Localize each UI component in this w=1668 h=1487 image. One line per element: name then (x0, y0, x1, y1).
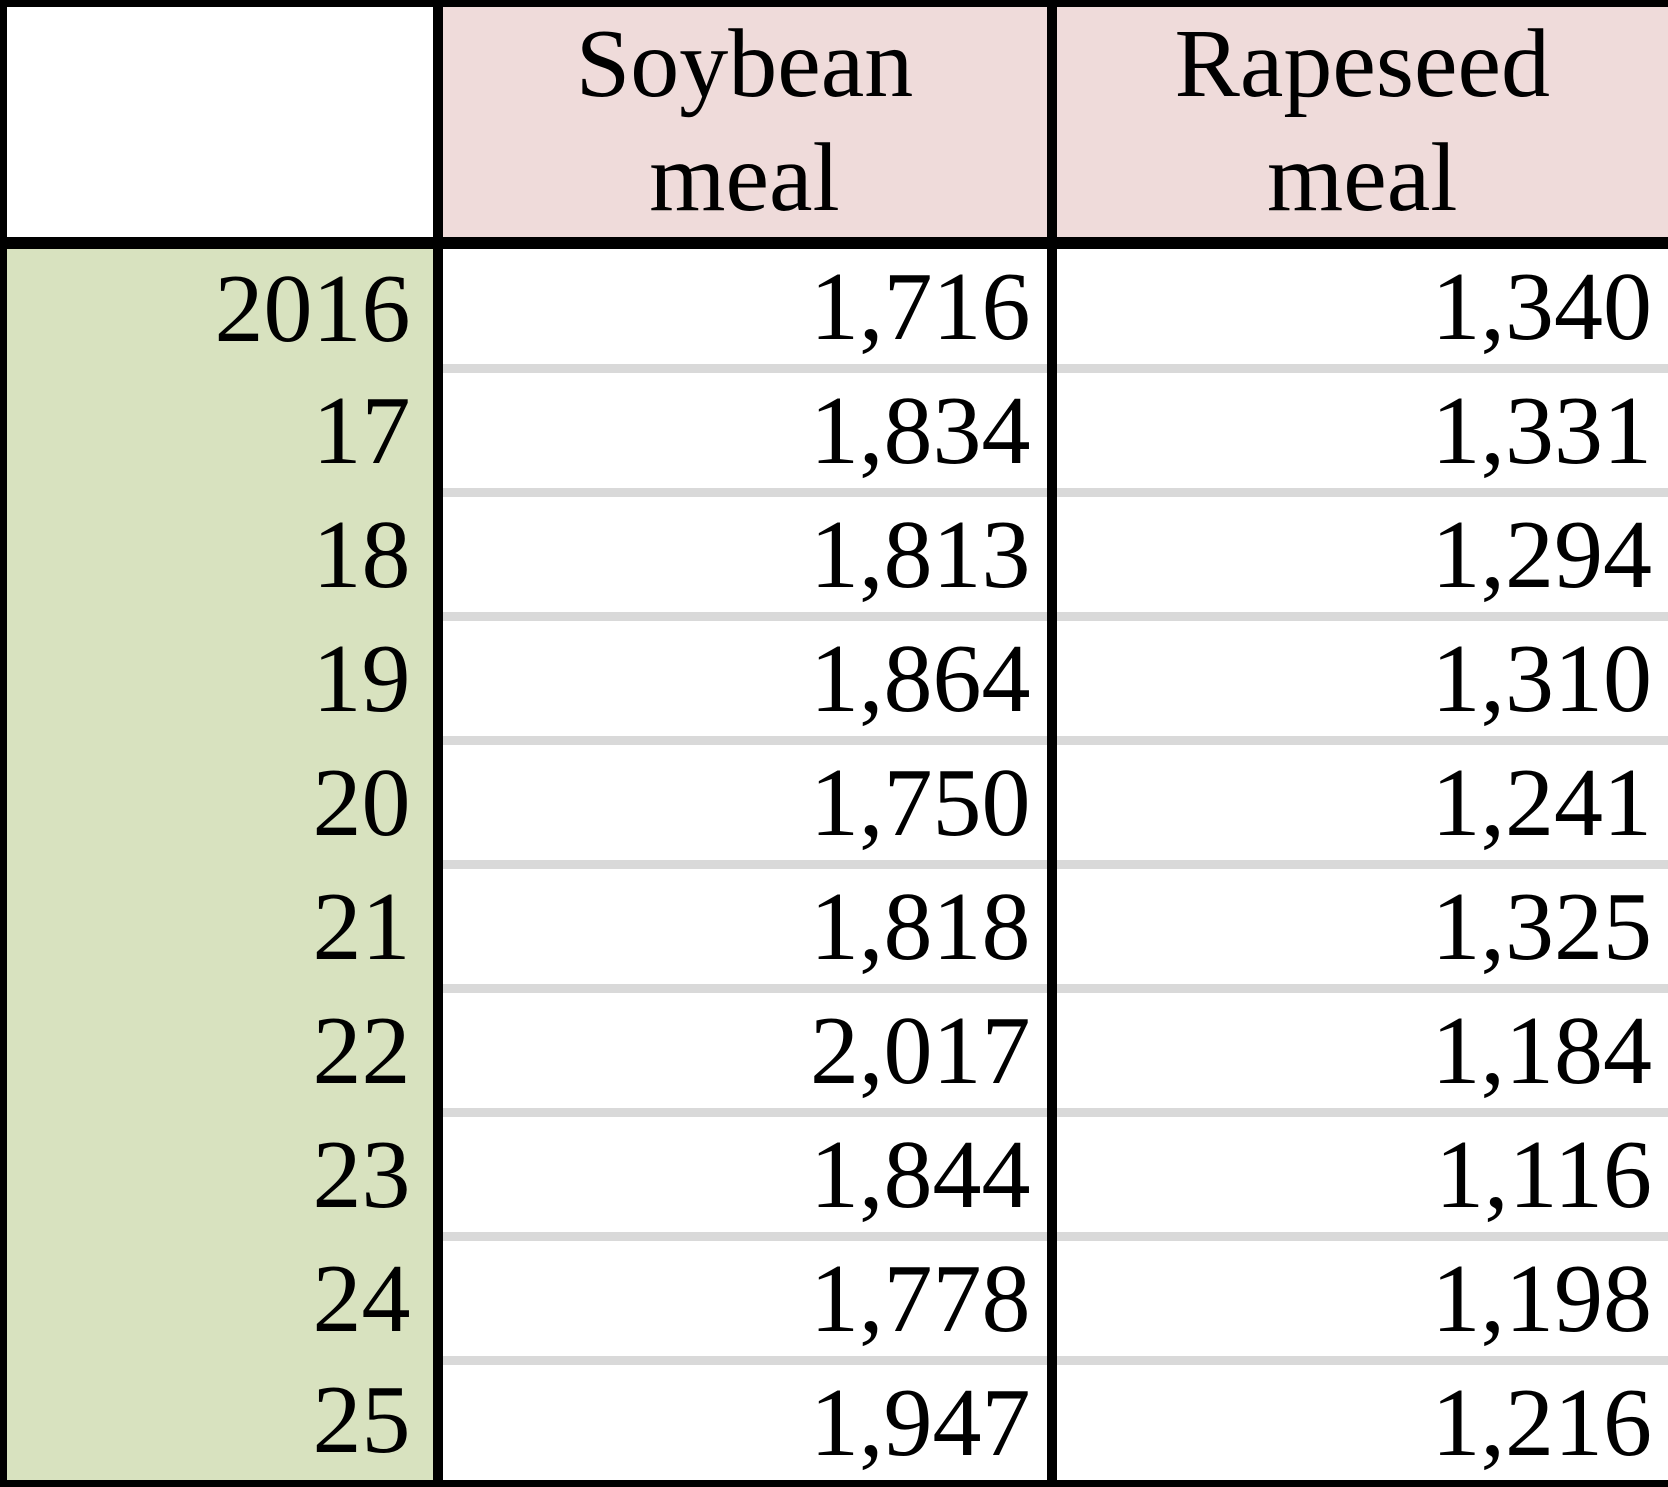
soybean-meal-value: 1,750 (438, 741, 1052, 865)
rapeseed-meal-value: 1,331 (1052, 369, 1668, 493)
table-body: 2016 1,716 1,340 17 1,834 1,331 18 1,813… (4, 243, 1668, 1484)
rapeseed-meal-value: 1,294 (1052, 493, 1668, 617)
rapeseed-meal-value: 1,198 (1052, 1237, 1668, 1361)
soybean-meal-value: 1,947 (438, 1361, 1052, 1484)
soybean-meal-value: 1,818 (438, 865, 1052, 989)
column-header-soybean-meal: Soybean meal (438, 4, 1052, 244)
year-cell: 20 (4, 741, 438, 865)
table-row: 25 1,947 1,216 (4, 1361, 1668, 1484)
table-row: 2016 1,716 1,340 (4, 243, 1668, 369)
rapeseed-meal-value: 1,325 (1052, 865, 1668, 989)
table-row: 24 1,778 1,198 (4, 1237, 1668, 1361)
year-cell: 17 (4, 369, 438, 493)
soybean-meal-value: 1,844 (438, 1113, 1052, 1237)
soybean-meal-value: 1,813 (438, 493, 1052, 617)
table-row: 20 1,750 1,241 (4, 741, 1668, 865)
table-row: 18 1,813 1,294 (4, 493, 1668, 617)
year-cell: 22 (4, 989, 438, 1113)
table-row: 23 1,844 1,116 (4, 1113, 1668, 1237)
soybean-meal-value: 2,017 (438, 989, 1052, 1113)
year-cell: 2016 (4, 243, 438, 369)
soybean-meal-value: 1,778 (438, 1237, 1052, 1361)
table-row: 22 2,017 1,184 (4, 989, 1668, 1113)
soybean-meal-value: 1,864 (438, 617, 1052, 741)
year-cell: 19 (4, 617, 438, 741)
column-header-rapeseed-meal: Rapeseed meal (1052, 4, 1668, 244)
year-cell: 23 (4, 1113, 438, 1237)
year-cell: 21 (4, 865, 438, 989)
table-row: 17 1,834 1,331 (4, 369, 1668, 493)
rapeseed-meal-value: 1,116 (1052, 1113, 1668, 1237)
rapeseed-meal-value: 1,216 (1052, 1361, 1668, 1484)
corner-cell (4, 4, 438, 244)
year-cell: 25 (4, 1361, 438, 1484)
rapeseed-meal-value: 1,340 (1052, 243, 1668, 369)
table-row: 21 1,818 1,325 (4, 865, 1668, 989)
rapeseed-meal-value: 1,184 (1052, 989, 1668, 1113)
year-cell: 18 (4, 493, 438, 617)
table-row: 19 1,864 1,310 (4, 617, 1668, 741)
table-header-row: Soybean meal Rapeseed meal (4, 4, 1668, 244)
soybean-meal-value: 1,834 (438, 369, 1052, 493)
soybean-meal-value: 1,716 (438, 243, 1052, 369)
rapeseed-meal-value: 1,241 (1052, 741, 1668, 865)
year-cell: 24 (4, 1237, 438, 1361)
rapeseed-meal-value: 1,310 (1052, 617, 1668, 741)
